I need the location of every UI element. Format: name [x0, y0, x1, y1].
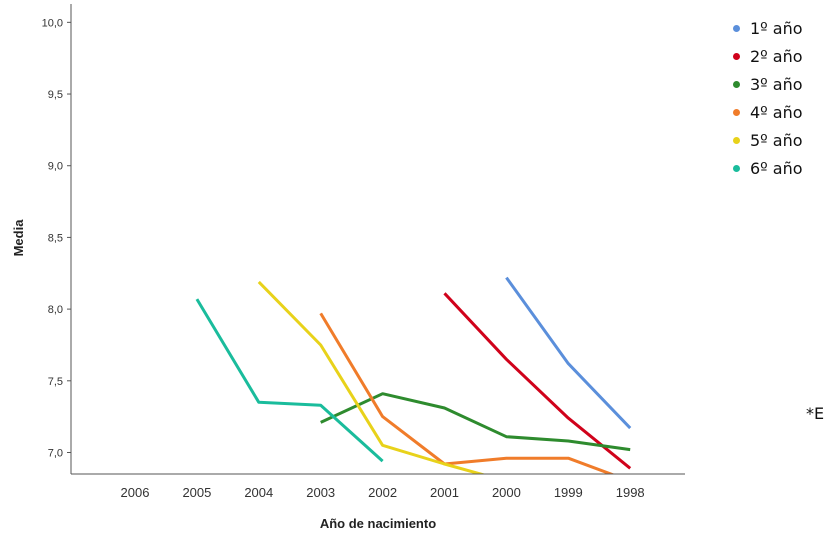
- legend-label: 6º año: [750, 158, 803, 178]
- x-tick-label: 2003: [306, 485, 335, 500]
- legend-marker: [733, 52, 740, 60]
- x-tick-label: 2006: [121, 485, 150, 500]
- legend-item: 5º año: [733, 126, 803, 154]
- x-tick-label: 2002: [368, 485, 397, 500]
- legend-item: 3º año: [733, 70, 803, 98]
- legend-item: 4º año: [733, 98, 803, 126]
- series-line: [505, 276, 632, 430]
- tick-labels: 7,0 7,5 8,0 8,5 9,0 9,5 10,0 2006 2005 2004 2003 20…: [42, 17, 645, 500]
- x-tick-label: 2001: [430, 485, 459, 500]
- y-tick-label: 7,5: [48, 376, 63, 388]
- y-axis-title: Media: [11, 219, 26, 257]
- x-axis-title: Año de nacimiento: [320, 516, 436, 531]
- legend-item: 2º año: [733, 42, 803, 70]
- y-tick-label: 7,0: [48, 447, 63, 459]
- footnote: *E: [806, 404, 825, 423]
- series-line: [195, 298, 384, 463]
- y-tick-label: 8,5: [48, 232, 63, 244]
- legend-label: 2º año: [750, 46, 803, 66]
- series-line: [443, 292, 632, 470]
- y-tick-label: 9,5: [48, 89, 63, 101]
- x-tick-label: 1999: [554, 485, 583, 500]
- axes: [70, 4, 685, 475]
- legend-label: 4º año: [750, 102, 803, 122]
- legend-item: 6º año: [733, 154, 803, 182]
- legend-marker: [733, 24, 740, 32]
- legend: 1º año 2º año 3º año 4º año 5º año 6º año: [733, 14, 803, 182]
- series-lines: [195, 276, 632, 474]
- y-tick-label: 9,0: [48, 161, 63, 173]
- legend-label: 3º año: [750, 74, 803, 94]
- x-tick-label: 2000: [492, 485, 521, 500]
- x-tick-label: 2004: [244, 485, 273, 500]
- legend-label: 1º año: [750, 18, 803, 38]
- legend-marker: [733, 80, 740, 88]
- x-tick-label: 2005: [182, 485, 211, 500]
- series-line: [319, 312, 616, 474]
- legend-label: 5º año: [750, 130, 803, 150]
- y-tick-label: 8,0: [48, 304, 63, 316]
- legend-marker: [733, 164, 740, 172]
- series-line: [257, 280, 487, 474]
- legend-item: 1º año: [733, 14, 803, 42]
- legend-marker: [733, 108, 740, 116]
- legend-marker: [733, 136, 740, 144]
- x-tick-label: 1998: [616, 485, 645, 500]
- y-tick-label: 10,0: [42, 17, 63, 29]
